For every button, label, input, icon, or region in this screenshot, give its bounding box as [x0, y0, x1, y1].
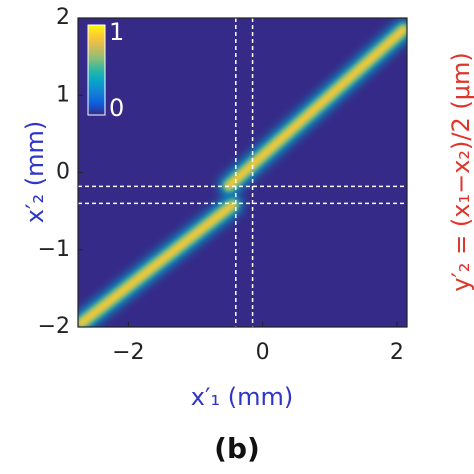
x-tick-label: 2 — [390, 340, 404, 365]
y2-axis-label: y′₂ = (x₁−x₂)/2 (μm) — [447, 52, 474, 291]
colorbar-tick-label: 0 — [109, 94, 124, 122]
colorbar — [87, 24, 106, 116]
y-tick-label: 2 — [56, 5, 70, 30]
x-tick-label: 0 — [256, 340, 270, 365]
colorbar-tick-label: 1 — [109, 18, 124, 46]
x-axis-label: x′₁ (mm) — [191, 383, 293, 411]
y-axis-label: x′₂ (mm) — [21, 121, 49, 223]
beam — [226, 26, 407, 189]
y-tick-label: −2 — [38, 314, 70, 339]
y-tick-label: 0 — [56, 160, 70, 185]
x-tick-label: −2 — [112, 340, 144, 365]
beam — [78, 201, 236, 327]
y-tick-label: 1 — [56, 82, 70, 107]
plot-area — [78, 18, 407, 327]
caption: (b) — [214, 432, 260, 465]
y-tick-label: −1 — [38, 237, 70, 262]
